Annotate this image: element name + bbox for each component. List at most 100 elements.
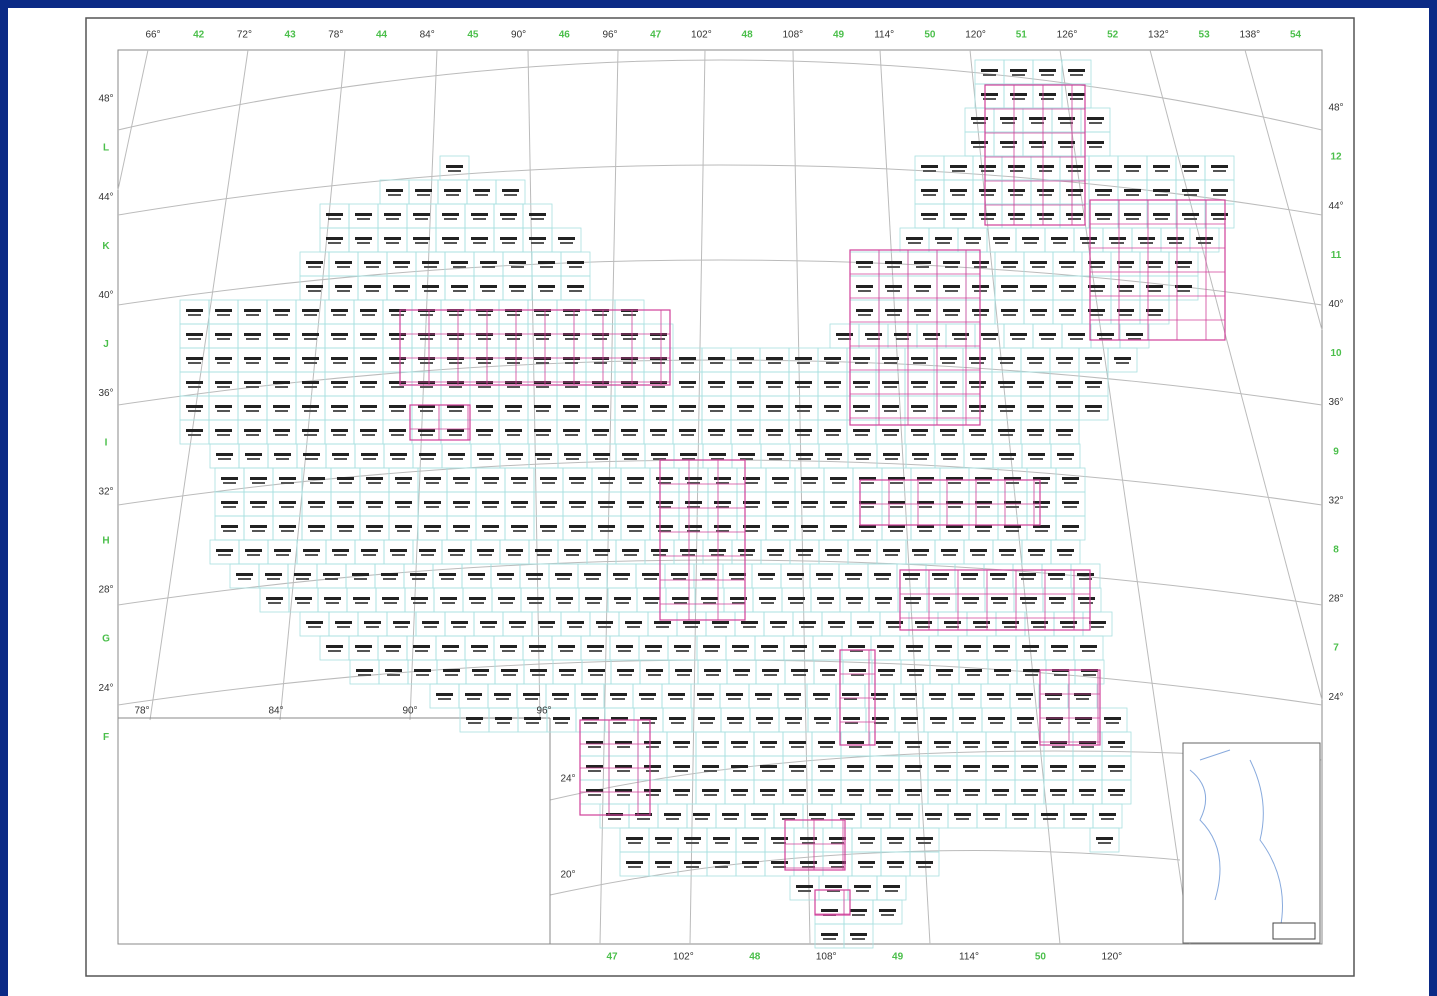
sheet-name-mark bbox=[879, 650, 892, 652]
sheet-name-mark bbox=[964, 602, 977, 604]
top-label: 108° bbox=[782, 30, 803, 41]
sheet-name-mark bbox=[912, 549, 929, 552]
right-label: 32° bbox=[1328, 495, 1343, 506]
sheet-name-mark bbox=[945, 314, 958, 316]
sheet-name-mark bbox=[948, 506, 961, 508]
sheet-name-mark bbox=[993, 602, 1006, 604]
sheet-name-mark bbox=[969, 429, 986, 432]
sheet-name-mark bbox=[565, 362, 578, 364]
sheet-name-mark bbox=[818, 789, 835, 792]
sheet-name-mark bbox=[1035, 482, 1048, 484]
sheet-name-mark bbox=[768, 362, 781, 364]
sheet-name-mark bbox=[917, 525, 934, 528]
sheet-name-mark bbox=[310, 506, 323, 508]
sheet-name-mark bbox=[304, 338, 317, 340]
sheet-name-mark bbox=[801, 525, 818, 528]
sheet-name-mark bbox=[852, 938, 865, 940]
sheet-name-mark bbox=[673, 789, 690, 792]
sheet-name-mark bbox=[1004, 477, 1021, 480]
inset-lon-label: 96° bbox=[536, 706, 551, 717]
sheet-name-mark bbox=[513, 482, 526, 484]
sheet-name-mark bbox=[1014, 818, 1027, 820]
sheet-name-mark bbox=[245, 453, 262, 456]
sheet-name-mark bbox=[246, 362, 259, 364]
sheet-name-mark bbox=[245, 549, 262, 552]
sheet-name-mark bbox=[368, 506, 381, 508]
highlight-block bbox=[859, 479, 1041, 526]
sheet-name-mark bbox=[840, 818, 853, 820]
sheet-name-mark bbox=[389, 381, 406, 384]
sheet-name-mark bbox=[826, 434, 839, 436]
sheet-name-mark bbox=[787, 722, 800, 724]
sheet-name-mark bbox=[1059, 261, 1076, 264]
sheet-name-mark bbox=[362, 362, 375, 364]
sheet-name-mark bbox=[656, 626, 669, 628]
sheet-name-mark bbox=[368, 530, 381, 532]
sheet-name-mark bbox=[763, 650, 776, 652]
sheet-name-mark bbox=[742, 837, 759, 840]
sheet-name-mark bbox=[757, 698, 770, 700]
sheet-name-mark bbox=[940, 429, 957, 432]
sheet-name-mark bbox=[360, 405, 377, 408]
sheet-name-mark bbox=[826, 410, 839, 412]
sheet-name-mark bbox=[366, 477, 383, 480]
sheet-cell bbox=[1107, 347, 1138, 373]
sheet-name-mark bbox=[333, 338, 346, 340]
sheet-name-mark bbox=[218, 554, 231, 556]
sheet-name-mark bbox=[675, 746, 688, 748]
sheet-name-mark bbox=[876, 765, 893, 768]
sheet-name-mark bbox=[655, 861, 672, 864]
sheet-name-mark bbox=[793, 674, 806, 676]
sheet-name-mark bbox=[801, 501, 818, 504]
sheet-name-mark bbox=[1089, 122, 1102, 124]
sheet-name-mark bbox=[686, 866, 699, 868]
sheet-name-mark bbox=[1019, 573, 1036, 576]
sheet-name-mark bbox=[424, 290, 437, 292]
sheet-name-mark bbox=[1023, 669, 1040, 672]
right-label: 36° bbox=[1328, 397, 1343, 408]
sheet-name-mark bbox=[911, 381, 928, 384]
sheet-name-mark bbox=[366, 290, 379, 292]
sheet-name-mark bbox=[560, 242, 573, 244]
sheet-name-mark bbox=[1028, 549, 1045, 552]
sheet-name-mark bbox=[558, 645, 575, 648]
sheet-name-mark bbox=[624, 554, 637, 556]
sheet-name-mark bbox=[642, 573, 659, 576]
sheet-name-mark bbox=[1023, 794, 1036, 796]
sheet-name-mark bbox=[1025, 674, 1038, 676]
sheet-name-mark bbox=[1066, 165, 1083, 168]
sheet-name-mark bbox=[773, 842, 786, 844]
sheet-name-mark bbox=[186, 357, 203, 360]
sheet-name-mark bbox=[708, 405, 725, 408]
sheet-name-mark bbox=[473, 218, 486, 220]
sheet-name-mark bbox=[534, 357, 551, 360]
top-label: 44 bbox=[376, 30, 388, 41]
sheet-name-mark bbox=[908, 650, 921, 652]
sheet-name-mark bbox=[950, 213, 967, 216]
meridian bbox=[149, 49, 249, 721]
sheet-name-mark bbox=[994, 746, 1007, 748]
highlighted-sheets bbox=[399, 84, 1226, 916]
sheet-name-mark bbox=[623, 410, 636, 412]
sheet-name-mark bbox=[1148, 290, 1161, 292]
sheet-name-mark bbox=[244, 405, 261, 408]
sheet-name-mark bbox=[971, 434, 984, 436]
sheet-name-mark bbox=[1056, 405, 1073, 408]
sheet-name-mark bbox=[853, 405, 870, 408]
sheet-name-mark bbox=[395, 266, 408, 268]
meridian bbox=[792, 49, 811, 945]
sheet-name-mark bbox=[619, 674, 632, 676]
sheet-name-mark bbox=[420, 338, 433, 340]
sheet-name-mark bbox=[740, 458, 753, 460]
sheet-name-mark bbox=[789, 741, 806, 744]
sheet-name-mark bbox=[1097, 194, 1110, 196]
sheet-name-mark bbox=[856, 309, 873, 312]
sheet-name-mark bbox=[328, 242, 341, 244]
sheet-name-mark bbox=[531, 218, 544, 220]
sheet-name-mark bbox=[476, 429, 493, 432]
sheet-name-mark bbox=[1029, 410, 1042, 412]
sheet-name-mark bbox=[497, 722, 510, 724]
sheet-name-mark bbox=[695, 818, 708, 820]
sheet-name-mark bbox=[447, 333, 464, 336]
sheet-name-mark bbox=[1058, 362, 1071, 364]
